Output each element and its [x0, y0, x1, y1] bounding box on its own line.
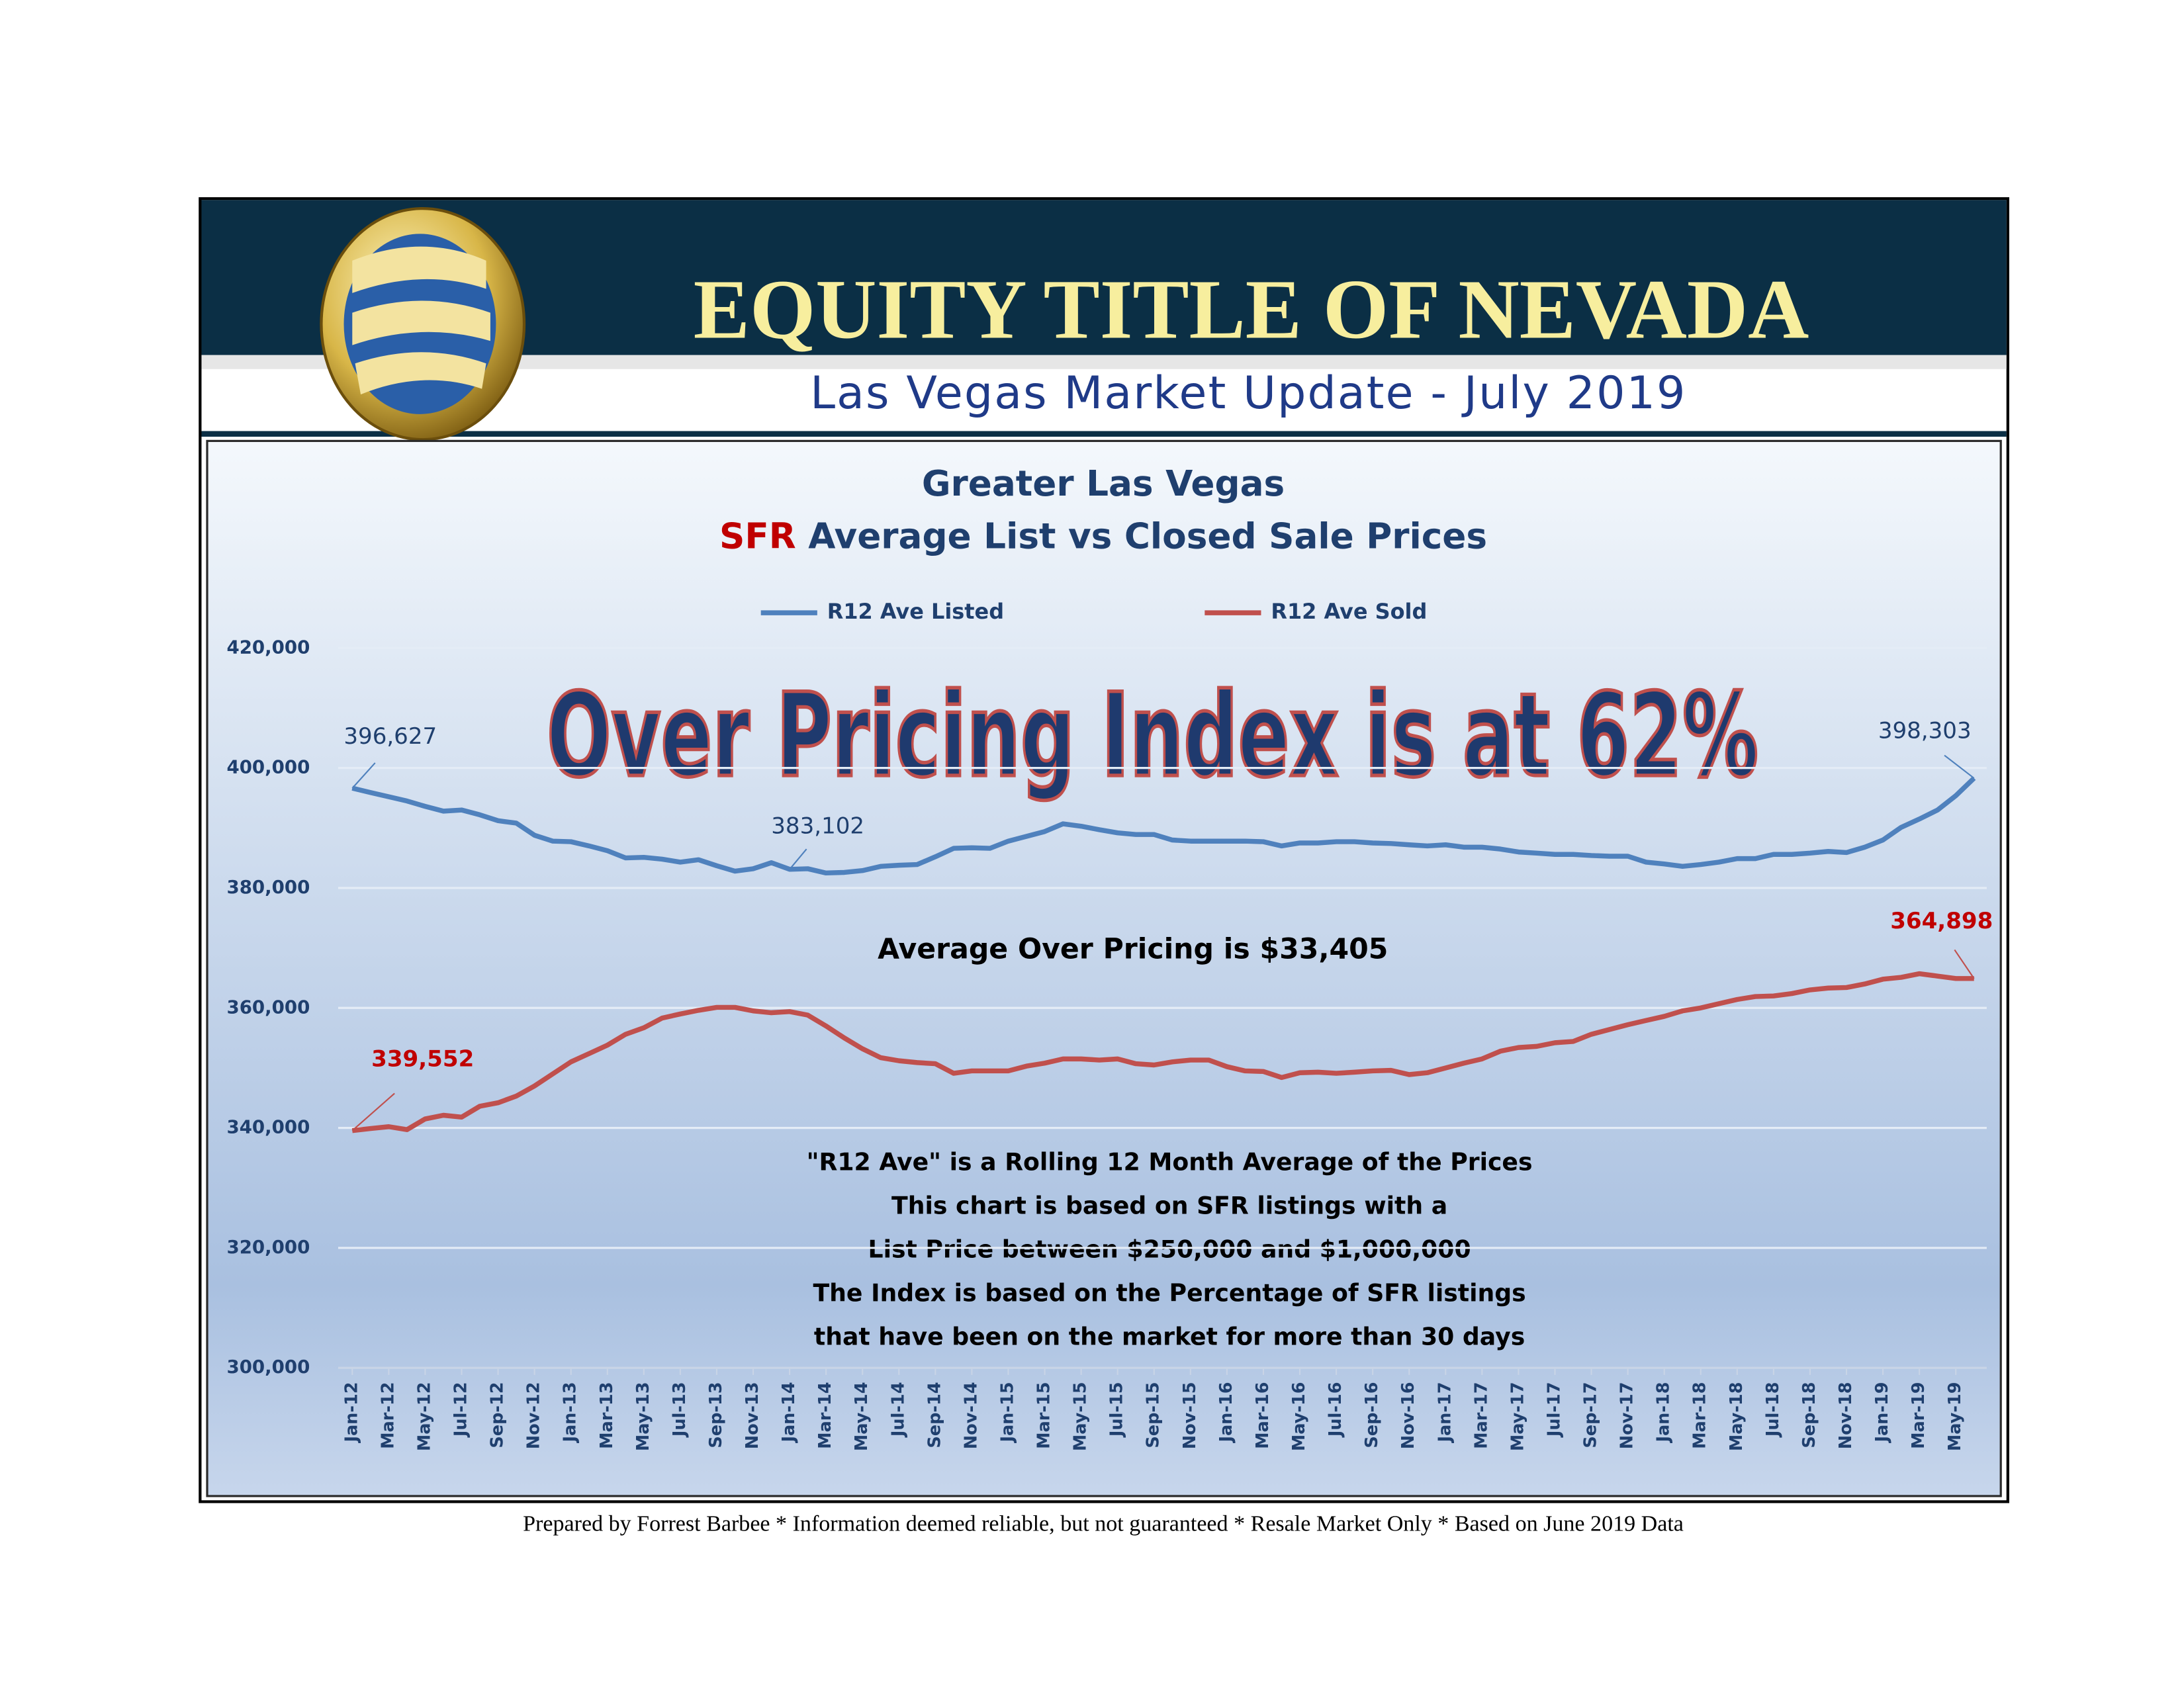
x-tick-label: Jan-14 — [779, 1382, 799, 1444]
x-tick-label: May-13 — [633, 1382, 653, 1452]
x-tick-label: Nov-13 — [743, 1382, 762, 1450]
x-tick-label: Sep-18 — [1799, 1382, 1819, 1448]
logo — [320, 206, 526, 441]
x-tick-label: Mar-12 — [378, 1382, 398, 1449]
x-tick-label: Nov-14 — [961, 1382, 981, 1450]
label-leader — [351, 762, 376, 789]
x-tick-label: Sep-13 — [706, 1382, 726, 1448]
notes: "R12 Ave" is a Rolling 12 Month Average … — [807, 1148, 1533, 1351]
note-line: This chart is based on SFR listings with… — [891, 1192, 1447, 1220]
header-subtitle: Las Vegas Market Update - July 2019 — [810, 367, 1686, 420]
data-label: 339,552 — [371, 1046, 474, 1073]
label-leader — [789, 848, 807, 870]
note-line: "R12 Ave" is a Rolling 12 Month Average … — [807, 1148, 1533, 1176]
x-tick-label: Sep-15 — [1144, 1382, 1163, 1448]
x-tick-label: Nov-15 — [1180, 1382, 1200, 1450]
header-title: EQUITY TITLE OF NEVADA — [694, 262, 1809, 356]
x-tick-label: Sep-14 — [925, 1382, 944, 1448]
series-line — [351, 971, 1974, 1133]
x-tick-label: Jan-15 — [997, 1382, 1017, 1444]
x-tick-label: Mar-16 — [1253, 1382, 1273, 1449]
x-tick-label: Mar-15 — [1034, 1382, 1054, 1449]
chart-title: Greater Las Vegas — [922, 463, 1285, 504]
x-tick-label: Jan-18 — [1654, 1382, 1674, 1444]
x-tick-label: May-12 — [414, 1382, 434, 1452]
x-tick-label: Mar-14 — [815, 1382, 835, 1449]
subtitle-text: Average List vs Closed Sale Prices — [808, 515, 1487, 556]
x-tick-label: Jan-19 — [1872, 1382, 1892, 1444]
average-annotation: Average Over Pricing is $33,405 — [878, 933, 1388, 966]
footer: Prepared by Forrest Barbee * Information… — [523, 1511, 1684, 1536]
x-tick-label: May-17 — [1508, 1382, 1527, 1452]
legend-label: R12 Ave Sold — [1271, 599, 1427, 624]
note-line: The Index is based on the Percentage of … — [813, 1279, 1525, 1307]
x-tick-label: Sep-12 — [488, 1382, 508, 1448]
x-tick-label: Nov-18 — [1836, 1382, 1856, 1450]
x-tick-label: May-16 — [1289, 1382, 1309, 1452]
header-strip — [201, 355, 2007, 369]
legend-label: R12 Ave Listed — [827, 599, 1004, 624]
chart-subtitle: SFR Average List vs Closed Sale Prices — [719, 515, 1487, 556]
data-label: 383,102 — [771, 813, 864, 839]
x-tick-label: Jul-12 — [451, 1382, 471, 1439]
x-tick-label: Nov-16 — [1398, 1382, 1418, 1450]
x-tick-label: May-19 — [1945, 1382, 1965, 1452]
x-tick-label: Mar-17 — [1471, 1382, 1491, 1449]
x-tick-label: Mar-19 — [1909, 1382, 1929, 1449]
y-tick-label: 380,000 — [226, 876, 310, 898]
x-tick-label: May-18 — [1727, 1382, 1747, 1452]
x-tick-label: Nov-17 — [1617, 1382, 1637, 1450]
x-tick-label: Sep-16 — [1362, 1382, 1382, 1448]
x-tick-label: Nov-12 — [524, 1382, 544, 1450]
x-tick-label: Jan-17 — [1435, 1382, 1455, 1444]
x-tick-label: Jan-13 — [561, 1382, 580, 1444]
subtitle-prefix: SFR — [719, 515, 796, 556]
x-tick-label: Jul-16 — [1326, 1382, 1345, 1439]
y-tick-label: 420,000 — [226, 636, 310, 658]
x-tick-label: Jan-12 — [341, 1382, 361, 1444]
x-tick-label: Jul-18 — [1763, 1382, 1783, 1439]
x-tick-label: Jul-17 — [1544, 1382, 1564, 1439]
x-tick-label: May-15 — [1071, 1382, 1091, 1452]
x-tick-label: Sep-17 — [1581, 1382, 1601, 1448]
header-rule — [201, 431, 2007, 437]
data-label: 364,898 — [1890, 908, 1993, 934]
label-leader — [1944, 754, 1975, 779]
series-line — [351, 776, 1976, 876]
x-tick-label: Jul-14 — [888, 1382, 908, 1439]
x-tick-label: May-14 — [852, 1382, 872, 1452]
y-tick-label: 320,000 — [226, 1236, 310, 1258]
y-tick-label: 340,000 — [226, 1116, 310, 1138]
label-leader — [1954, 949, 1975, 979]
x-tick-label: Mar-18 — [1690, 1382, 1710, 1449]
x-tick-label: Mar-13 — [597, 1382, 617, 1449]
label-leader — [351, 1092, 395, 1131]
y-tick-label: 360,000 — [226, 996, 310, 1018]
x-tick-label: Jul-15 — [1107, 1382, 1127, 1439]
x-tick-label: Jan-16 — [1216, 1382, 1236, 1444]
note-line: that have been on the market for more th… — [814, 1323, 1525, 1351]
data-label: 398,303 — [1878, 717, 1972, 744]
y-tick-label: 300,000 — [226, 1356, 310, 1378]
index-annotation: Over Pricing Index is at 62% — [547, 669, 1758, 803]
note-line: List Price between $250,000 and $1,000,0… — [868, 1235, 1471, 1264]
data-label: 396,627 — [343, 723, 437, 750]
chart-panel — [206, 439, 2002, 1497]
x-tick-label: Jul-13 — [670, 1382, 690, 1439]
y-tick-label: 400,000 — [226, 756, 310, 778]
